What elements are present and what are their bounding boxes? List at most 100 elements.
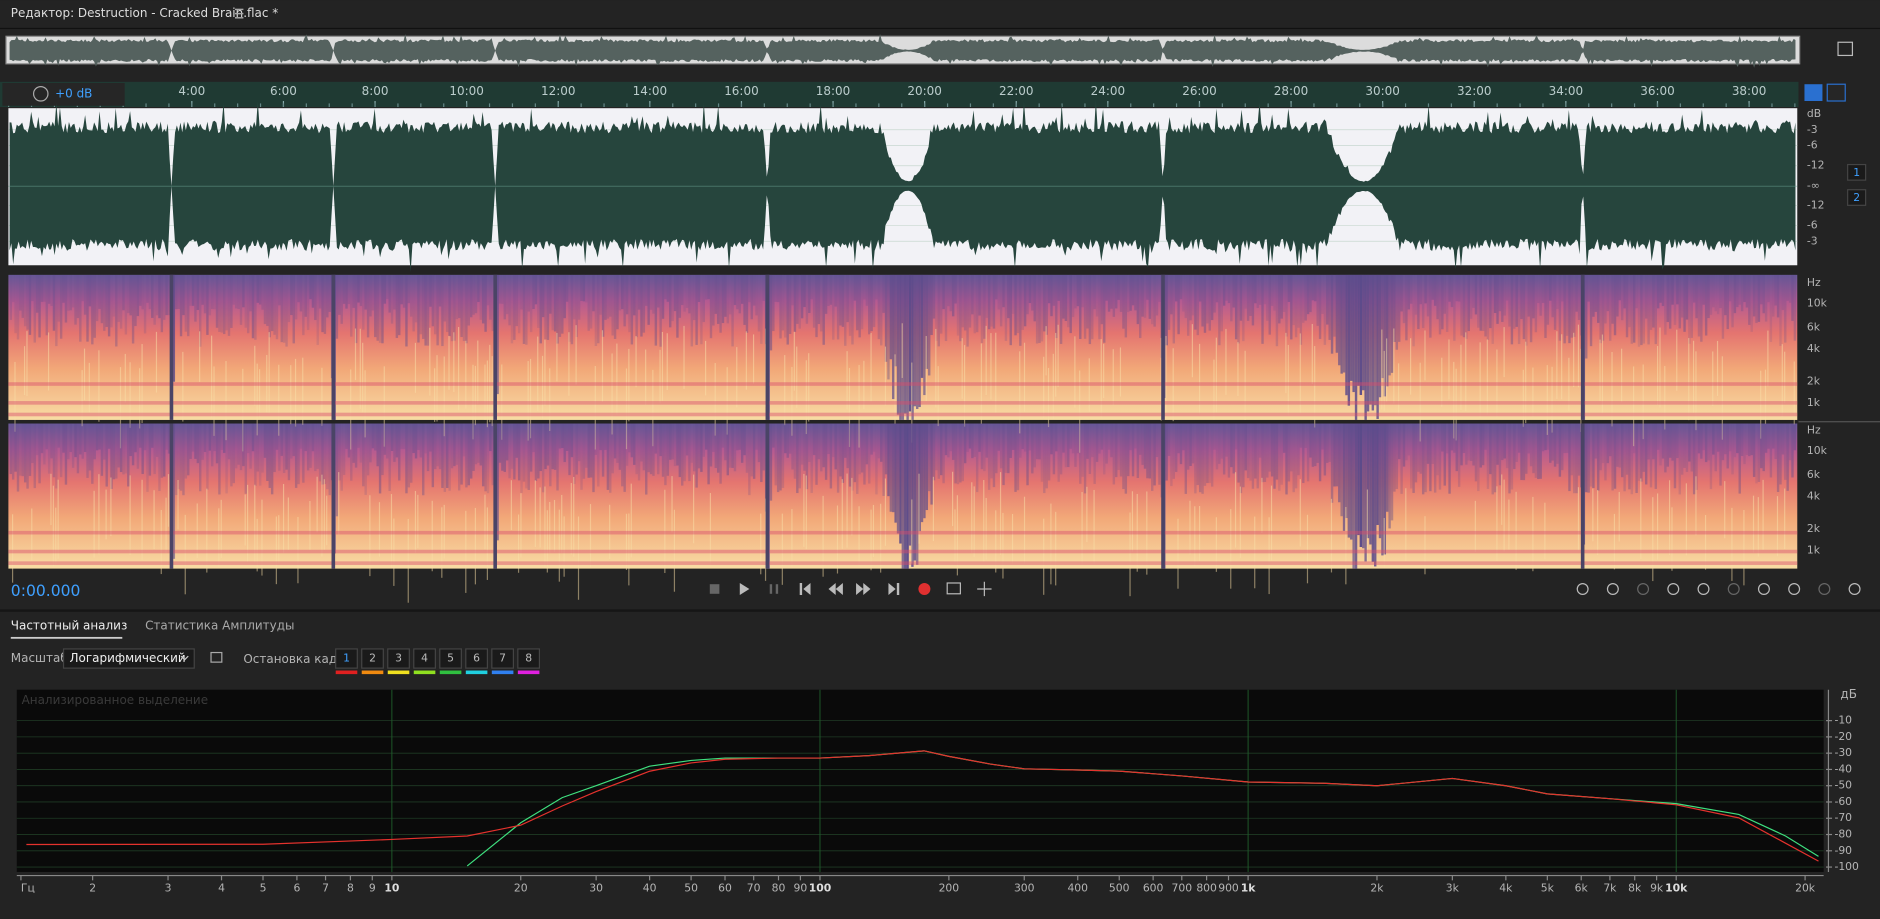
spectrogram-texture	[179, 274, 183, 337]
to-end-button[interactable]	[888, 582, 900, 595]
spectrogram-texture	[124, 274, 128, 335]
frame-button[interactable]	[387, 648, 410, 669]
snap-button[interactable]	[1804, 84, 1823, 102]
spectrogram-texture	[944, 423, 948, 456]
spectrogram-texture	[470, 274, 473, 318]
spectrogram-texture	[611, 423, 614, 474]
spectrogram-texture	[1455, 274, 1458, 302]
forward-button[interactable]	[856, 582, 871, 595]
x-tick-label: 8k	[1628, 882, 1642, 895]
spectrogram-texture	[292, 423, 295, 457]
spectrogram-texture	[1441, 423, 1444, 452]
skip-button[interactable]	[977, 581, 992, 597]
spectrogram-texture	[410, 274, 413, 317]
spectrogram-texture	[963, 423, 967, 464]
zoom-button[interactable]	[1576, 582, 1589, 595]
frame-button[interactable]	[465, 648, 488, 669]
hz-scale-label: 6k	[1807, 321, 1821, 334]
spectrogram-texture	[47, 423, 51, 474]
x-tick-label: 5	[260, 882, 267, 895]
spectrogram-texture	[544, 274, 547, 340]
spectrogram-texture	[505, 274, 509, 315]
spectrogram-texture	[923, 274, 926, 396]
spectrogram-texture	[760, 423, 763, 483]
marker-button[interactable]	[1826, 83, 1846, 102]
spectrogram-texture	[1117, 423, 1120, 470]
spectrogram-texture	[81, 274, 84, 302]
frame-button[interactable]	[517, 648, 541, 669]
channel-button[interactable]	[1847, 163, 1867, 181]
zoom-button[interactable]	[1727, 582, 1740, 595]
spectrogram-texture	[980, 423, 984, 470]
spectrogram-bright	[1019, 351, 1021, 434]
spectrogram-texture	[1791, 423, 1794, 478]
zoom-button[interactable]	[1788, 582, 1801, 595]
frame-button[interactable]	[335, 648, 358, 669]
zoom-button[interactable]	[1606, 582, 1619, 595]
loop-button[interactable]	[946, 582, 961, 595]
spectrogram-texture	[455, 423, 459, 465]
menu-icon[interactable]	[235, 8, 244, 19]
zoom-button[interactable]	[1818, 582, 1831, 595]
spectrogram-texture	[1467, 423, 1470, 461]
spectrogram-texture	[1515, 423, 1518, 462]
spectrogram-bright	[124, 353, 126, 403]
spectrogram-texture	[1052, 274, 1056, 306]
play-button[interactable]	[739, 582, 750, 595]
spectrogram-texture	[1376, 274, 1379, 419]
spectrogram-bright	[1424, 330, 1426, 381]
spectrogram-texture	[436, 423, 439, 467]
spectrogram-texture	[1239, 423, 1243, 494]
zoom-button[interactable]	[1757, 582, 1770, 595]
to-start-button[interactable]	[799, 582, 811, 595]
channel-button[interactable]	[1847, 189, 1867, 206]
spectrogram-bright	[1424, 516, 1426, 575]
spectrogram-bright	[1486, 339, 1488, 416]
pause-button[interactable]	[769, 584, 779, 594]
spectrogram-texture	[316, 274, 319, 345]
spectrogram-bright	[47, 332, 50, 391]
spectrogram-texture	[1206, 423, 1209, 484]
panel-tab[interactable]: Частотный анализ	[11, 619, 128, 633]
view-toggle[interactable]	[1837, 41, 1854, 57]
spectrogram-bright	[1254, 516, 1256, 589]
spectrogram-texture	[1050, 274, 1053, 317]
spectrogram-texture	[1685, 274, 1689, 320]
spectrogram-texture	[784, 274, 787, 338]
record-button[interactable]	[918, 582, 931, 595]
gain-knob[interactable]	[32, 86, 49, 102]
spectrogram-texture	[1184, 274, 1187, 319]
zoom-button[interactable]	[1667, 582, 1680, 595]
spectrogram-texture	[443, 274, 447, 322]
scale-dropdown[interactable]	[62, 648, 195, 669]
spectrogram-texture	[93, 274, 96, 338]
frame-button[interactable]	[439, 648, 462, 669]
spectrogram-texture	[1544, 274, 1547, 339]
spectrogram-texture	[1793, 423, 1797, 451]
spectrogram-texture	[800, 274, 804, 319]
spectrogram-texture	[460, 423, 463, 485]
spectrogram-texture	[1011, 423, 1015, 450]
spectrogram-texture	[1712, 274, 1715, 308]
channel-label: 1	[1853, 166, 1860, 179]
spectrogram-texture	[412, 274, 415, 332]
panel-tab[interactable]: Статистика Амплитуды	[145, 619, 294, 633]
spectrogram-bright	[290, 365, 292, 425]
spectrogram-bright	[1405, 488, 1407, 562]
spectrogram-texture	[453, 274, 456, 341]
frame-button[interactable]	[491, 648, 515, 669]
spectrogram-texture	[122, 274, 125, 311]
zoom-button[interactable]	[1848, 582, 1861, 595]
frame-button[interactable]	[361, 648, 384, 669]
freeze-icon[interactable]	[210, 651, 223, 663]
spectrogram-texture	[143, 274, 147, 334]
zoom-button[interactable]	[1637, 582, 1650, 595]
zoom-button[interactable]	[1697, 582, 1710, 595]
spectrogram-bright	[736, 347, 738, 408]
spectrogram-texture	[1525, 274, 1528, 346]
frame-button[interactable]	[413, 648, 436, 669]
stop-button[interactable]	[709, 584, 720, 594]
spectrogram-texture	[537, 423, 540, 479]
spectrogram-bright	[1079, 370, 1081, 453]
spectrogram-texture	[191, 423, 195, 452]
